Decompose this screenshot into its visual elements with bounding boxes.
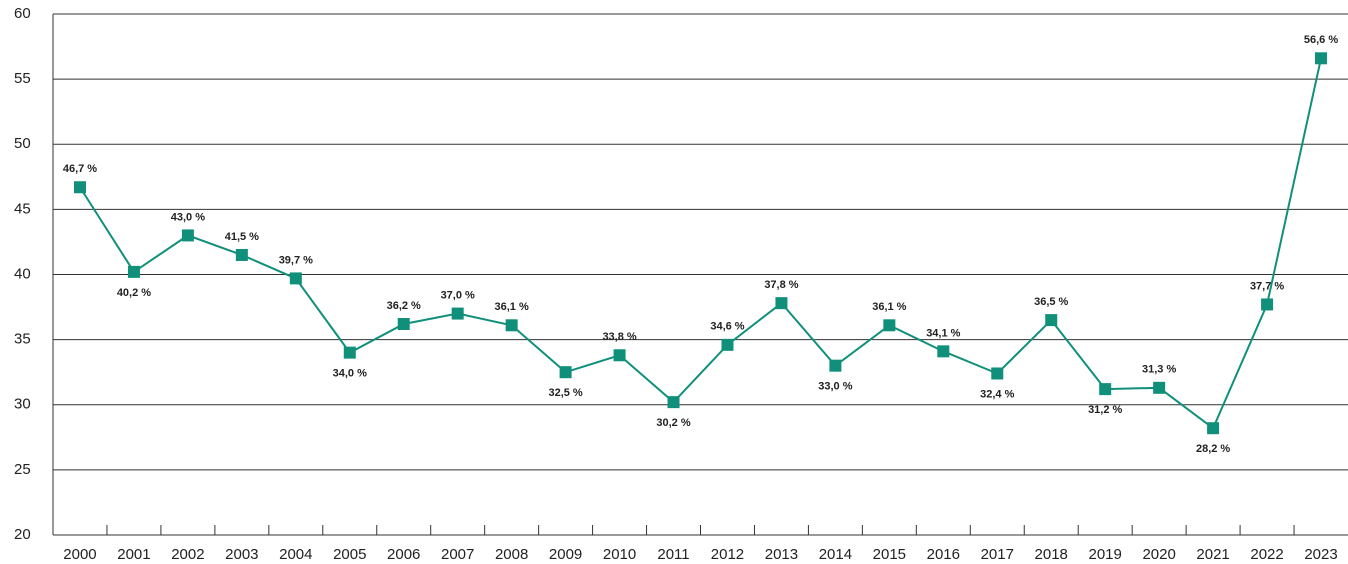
y-tick-label: 25 [14,461,31,478]
x-tick-label: 2016 [927,546,960,563]
x-tick-label: 2011 [657,546,689,563]
line [80,58,1321,428]
marker [1207,422,1219,434]
x-tick-label: 2022 [1250,546,1283,563]
value-label: 46,7 % [63,163,97,175]
value-label: 31,2 % [1088,404,1122,416]
x-tick-label: 2008 [495,546,528,563]
x-tick-label: 2003 [225,546,258,563]
value-label: 32,4 % [980,388,1014,400]
value-label: 30,2 % [656,417,690,429]
x-tick-label: 2010 [603,546,636,563]
marker [614,349,626,361]
y-tick-label: 30 [14,396,31,413]
marker [721,339,733,351]
y-tick-label: 45 [14,200,31,217]
marker [1261,298,1273,310]
marker [1099,383,1111,395]
marker [344,347,356,359]
marker [128,266,140,278]
marker [668,396,680,408]
x-tick-label: 2007 [441,546,474,563]
marker [1315,52,1327,64]
y-tick-label: 20 [14,526,31,543]
value-label: 39,7 % [279,254,313,266]
value-label: 43,0 % [171,211,205,223]
value-label: 34,6 % [710,321,744,333]
value-label: 37,8 % [764,279,798,291]
marker [182,229,194,241]
x-tick-label: 2020 [1142,546,1175,563]
marker [775,297,787,309]
y-tick-label: 50 [14,135,31,152]
y-tick-label: 55 [14,70,31,87]
marker [937,345,949,357]
value-label: 31,3 % [1142,364,1176,376]
x-tick-label: 2023 [1304,546,1337,563]
value-label: 34,0 % [333,368,367,380]
marker [1045,314,1057,326]
marker [236,249,248,261]
value-label: 33,0 % [818,381,852,393]
x-tick-label: 2015 [873,546,906,563]
marker [290,272,302,284]
value-label: 36,5 % [1034,296,1068,308]
value-label: 37,0 % [441,289,475,301]
x-tick-label: 2004 [279,546,312,563]
x-tick-label: 2001 [117,546,150,563]
x-tick-label: 2018 [1035,546,1068,563]
value-label: 37,7 % [1250,280,1284,292]
x-tick-label: 2005 [333,546,366,563]
x-tick-label: 2009 [549,546,582,563]
marker [883,319,895,331]
x-tick-label: 2014 [819,546,852,563]
x-tick-label: 2000 [63,546,96,563]
marker [560,366,572,378]
value-label: 36,1 % [872,301,906,313]
y-tick-label: 60 [14,5,31,22]
y-tick-label: 40 [14,265,31,282]
x-tick-label: 2002 [171,546,204,563]
marker [398,318,410,330]
value-label: 36,2 % [387,300,421,312]
value-label: 56,6 % [1304,34,1338,46]
y-tick-label: 35 [14,331,31,348]
marker [74,181,86,193]
x-tick-label: 2013 [765,546,798,563]
value-label: 34,1 % [926,327,960,339]
value-label: 33,8 % [602,331,636,343]
value-label: 41,5 % [225,231,259,243]
value-label: 36,1 % [495,301,529,313]
value-label: 40,2 % [117,287,151,299]
x-tick-label: 2019 [1089,546,1122,563]
x-tick-label: 2006 [387,546,420,563]
value-label: 32,5 % [548,387,582,399]
value-label: 28,2 % [1196,443,1230,455]
marker [1153,382,1165,394]
marker [506,319,518,331]
x-tick-label: 2012 [711,546,744,563]
x-tick-label: 2021 [1196,546,1229,563]
chart: 20 25 30 35 40 45 50 55 60 2000 2001 2002 2003 2004 20… [0,0,1348,564]
x-tick-label: 2017 [981,546,1014,563]
marker [829,360,841,372]
marker [452,308,464,320]
marker [991,367,1003,379]
